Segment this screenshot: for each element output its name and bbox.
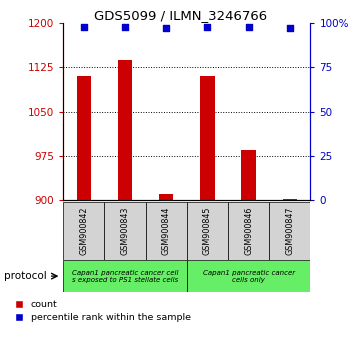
Text: Capan1 pancreatic cancer cell
s exposed to PS1 stellate cells: Capan1 pancreatic cancer cell s exposed … xyxy=(72,269,178,283)
Bar xyxy=(145,202,187,260)
Text: Capan1 pancreatic cancer
cells only: Capan1 pancreatic cancer cells only xyxy=(203,269,295,283)
Point xyxy=(246,24,252,29)
Point xyxy=(205,24,210,29)
Bar xyxy=(63,202,104,260)
Text: GDS5099 / ILMN_3246766: GDS5099 / ILMN_3246766 xyxy=(94,9,267,22)
Bar xyxy=(118,59,132,200)
Point xyxy=(122,24,128,29)
Legend: count, percentile rank within the sample: count, percentile rank within the sample xyxy=(16,300,191,322)
Bar xyxy=(159,194,173,200)
Bar xyxy=(200,76,215,200)
Point xyxy=(163,25,169,31)
Text: GSM900846: GSM900846 xyxy=(244,207,253,255)
Point xyxy=(287,25,293,31)
Bar xyxy=(77,76,91,200)
Text: GSM900842: GSM900842 xyxy=(79,207,88,255)
Bar xyxy=(187,260,310,292)
Point xyxy=(81,24,87,29)
Text: GSM900843: GSM900843 xyxy=(121,207,130,255)
Bar xyxy=(187,202,228,260)
Bar xyxy=(63,260,187,292)
Bar xyxy=(104,202,145,260)
Text: GSM900844: GSM900844 xyxy=(162,207,171,255)
Text: GSM900847: GSM900847 xyxy=(285,207,294,255)
Text: protocol: protocol xyxy=(4,271,46,281)
Bar xyxy=(242,150,256,200)
Bar xyxy=(228,202,269,260)
Bar xyxy=(269,202,310,260)
Bar xyxy=(283,199,297,200)
Text: GSM900845: GSM900845 xyxy=(203,207,212,255)
